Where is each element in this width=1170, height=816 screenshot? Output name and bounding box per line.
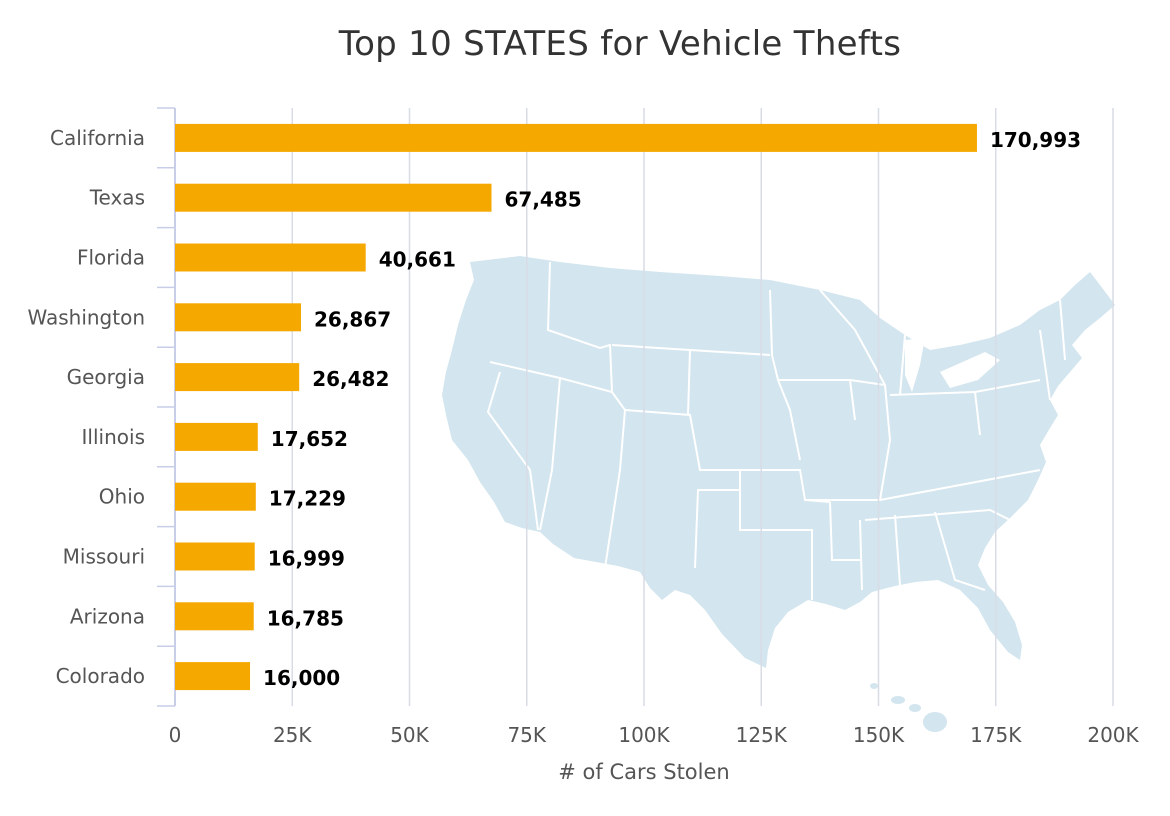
lake-michigan <box>905 338 925 392</box>
data-label: 26,867 <box>314 307 391 331</box>
x-tick-label: 175K <box>970 723 1022 747</box>
data-label: 16,999 <box>268 547 345 571</box>
data-label: 16,785 <box>267 606 344 630</box>
us-states-map <box>442 256 1115 732</box>
state-border-line <box>819 289 886 386</box>
bar[interactable] <box>175 662 251 691</box>
hawaii-island <box>923 712 947 732</box>
data-label: 17,652 <box>271 427 348 451</box>
data-label: 16,000 <box>263 666 340 690</box>
state-border-line <box>739 470 813 600</box>
bar[interactable] <box>175 303 302 332</box>
us-map-silhouette <box>442 256 1115 668</box>
bar[interactable] <box>175 363 300 392</box>
category-label: Missouri <box>63 545 145 569</box>
state-border-line <box>604 391 627 569</box>
bar[interactable] <box>175 422 258 451</box>
data-label: 67,485 <box>505 188 582 212</box>
category-label: California <box>50 126 145 150</box>
category-label: Arizona <box>70 604 145 628</box>
state-border-line <box>879 469 1041 501</box>
category-label: Washington <box>27 305 145 329</box>
x-tick-label: 25K <box>273 723 312 747</box>
category-label: Colorado <box>56 664 145 688</box>
bar[interactable] <box>175 243 366 272</box>
data-label: 17,229 <box>269 487 346 511</box>
state-border-line <box>539 377 561 531</box>
hawaii-island <box>870 683 878 689</box>
labels: California 170,993 Texas 67,485 Florida 40,66… <box>27 126 1139 747</box>
state-border-line <box>934 511 986 591</box>
category-label: Ohio <box>99 485 145 509</box>
category-label: Georgia <box>67 365 145 389</box>
state-border-line <box>694 489 740 569</box>
state-border-line <box>974 379 1041 393</box>
x-tick-label: 100K <box>618 723 670 747</box>
data-label: 26,482 <box>312 367 389 391</box>
x-tick-label: 50K <box>390 723 429 747</box>
state-border-line <box>894 514 901 586</box>
state-border-line <box>899 334 906 396</box>
category-label: Texas <box>89 186 145 210</box>
bar[interactable] <box>175 183 492 212</box>
bar[interactable] <box>175 123 977 152</box>
bars <box>175 123 977 691</box>
state-border-line <box>829 501 860 561</box>
data-label: 170,993 <box>990 128 1081 152</box>
hawaii-island <box>909 704 921 712</box>
state-border-line <box>849 379 892 501</box>
x-tick-label: 0 <box>169 723 182 747</box>
x-tick-label: 150K <box>853 723 905 747</box>
bar[interactable] <box>175 602 254 631</box>
category-label: Illinois <box>82 425 145 449</box>
state-border-line <box>859 519 863 591</box>
bar[interactable] <box>175 482 256 511</box>
x-tick-label: 125K <box>736 723 788 747</box>
hawaii-island <box>891 696 905 704</box>
state-border-line <box>1039 329 1051 401</box>
data-label: 40,661 <box>379 248 456 272</box>
lake-erie <box>940 352 1000 388</box>
category-label: Florida <box>77 246 145 270</box>
x-tick-label: 200K <box>1087 723 1139 747</box>
axes <box>157 107 176 707</box>
state-border-line <box>486 371 539 531</box>
x-tick-label: 75K <box>507 723 546 747</box>
x-axis-title: # of Cars Stolen <box>558 760 729 784</box>
state-border-line <box>1059 299 1066 361</box>
state-border-line <box>864 508 1021 526</box>
state-border-line <box>546 261 613 393</box>
bar[interactable] <box>175 542 255 571</box>
chart-title: Top 10 STATES for Vehicle Thefts <box>338 24 902 64</box>
state-border-line <box>687 349 691 416</box>
